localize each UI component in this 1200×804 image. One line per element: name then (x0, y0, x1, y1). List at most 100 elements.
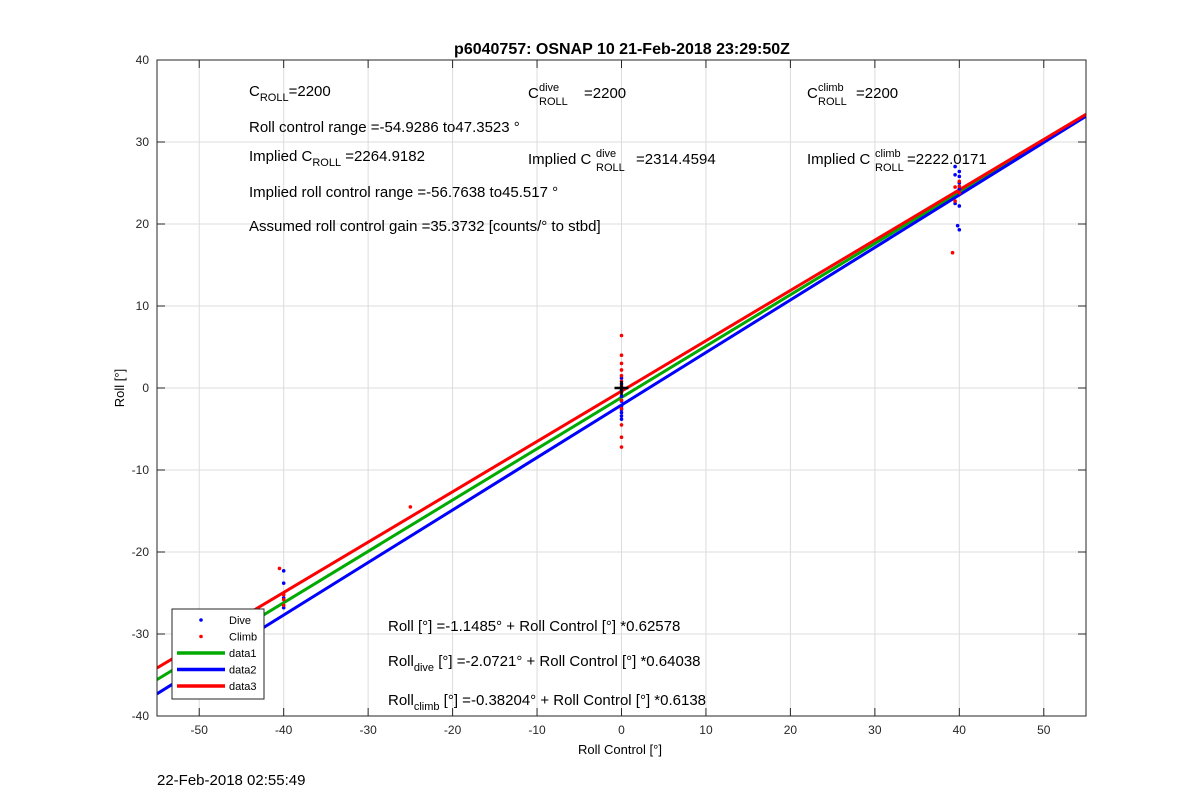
dive-point (619, 404, 624, 408)
x-axis-label: Roll Control [°] (578, 742, 662, 757)
x-tick-label: 0 (618, 723, 625, 737)
c-dive-annotation: C (528, 85, 539, 102)
x-tick-label: -50 (191, 723, 209, 737)
c-dive-sup: dive (539, 82, 559, 94)
y-tick-label: -20 (132, 545, 150, 559)
dive-point (957, 204, 962, 208)
dive-point (281, 569, 286, 573)
implied-c-climb-sub: ROLL (875, 162, 904, 174)
implied-c-climb-sup: climb (875, 148, 901, 160)
fit-equation-climb: Rollclimb [°] =-0.38204° + Roll Control … (388, 692, 706, 713)
y-tick-label: -30 (132, 627, 150, 641)
assumed-gain: Assumed roll control gain =35.3732 [coun… (249, 218, 601, 235)
implied-c-roll: Implied CROLL =2264.9182 (249, 148, 425, 169)
c-climb-val: =2200 (856, 85, 898, 102)
x-tick-label: -30 (359, 723, 377, 737)
y-tick-label: -40 (132, 709, 150, 723)
implied-c-climb-val: =2222.0171 (907, 151, 987, 168)
x-tick-label: 50 (1037, 723, 1051, 737)
climb-point (619, 333, 624, 338)
x-tick-label: 10 (699, 723, 713, 737)
dive-point (619, 417, 624, 421)
climb-point (957, 184, 962, 189)
x-tick-label: -20 (444, 723, 462, 737)
x-tick-label: 40 (953, 723, 967, 737)
legend-label-data3: data3 (229, 681, 257, 693)
climb-point (619, 435, 624, 440)
y-tick-label: 20 (136, 217, 150, 231)
climb-point (408, 505, 413, 509)
y-tick-label: 10 (136, 299, 150, 313)
implied-c-dive-sup: dive (596, 148, 616, 160)
annotations: CROLL=2200 C dive ROLL =2200 C climb ROL… (249, 82, 987, 713)
implied-c-dive-val: =2314.4594 (636, 151, 716, 168)
chart-title: p6040757: OSNAP 10 21-Feb-2018 23:29:50Z (454, 41, 790, 58)
climb-point (619, 423, 624, 427)
footer-timestamp: 22-Feb-2018 02:55:49 (157, 772, 306, 789)
dive-point (953, 201, 957, 206)
dive-point (957, 186, 962, 191)
x-tick-label: -40 (275, 723, 293, 737)
dive-point (957, 174, 962, 179)
legend-label-data2: data2 (229, 665, 257, 677)
legend-label-dive: Dive (229, 615, 251, 627)
dive-point (281, 605, 286, 610)
legend-swatch-climb (199, 634, 203, 639)
legend-label-climb: Climb (229, 632, 257, 644)
c-climb-sub: ROLL (818, 96, 847, 108)
dive-point (619, 394, 624, 399)
c-dive-sub: ROLL (539, 96, 568, 108)
climb-point (619, 361, 624, 366)
climb-point (619, 353, 624, 358)
x-tick-label: 30 (868, 723, 882, 737)
y-tick-label: -10 (132, 463, 150, 477)
climb-point (957, 191, 962, 195)
c-roll-annotation: CROLL=2200 (249, 83, 331, 104)
origin-marker (614, 381, 629, 395)
dive-point (619, 410, 624, 415)
implied-c-dive: Implied C (528, 151, 592, 168)
dive-point (953, 173, 957, 177)
climb-point (953, 185, 957, 189)
y-tick-label: 0 (142, 381, 149, 395)
climb-point (953, 199, 957, 203)
x-tick-label: -10 (528, 723, 546, 737)
x-tick-label: 20 (784, 723, 798, 737)
climb-point (957, 179, 962, 184)
climb-point (281, 592, 286, 597)
implied-c-dive-sub: ROLL (596, 162, 625, 174)
climb-point (281, 597, 286, 602)
y-tick-label: 40 (136, 53, 150, 67)
data-points (277, 164, 962, 610)
climb-point (277, 566, 282, 571)
dive-point (619, 414, 624, 418)
dive-point (281, 581, 286, 585)
fit-equation-all: Roll [°] =-1.1485° + Roll Control [°] *0… (388, 618, 680, 635)
climb-point (619, 373, 624, 378)
legend: Dive Climb data1 data2 data3 (171, 608, 265, 700)
implied-roll-control-range: Implied roll control range =-56.7638 to4… (249, 184, 558, 201)
y-tick-label: 30 (136, 135, 150, 149)
climb-point (619, 398, 624, 403)
dive-point (957, 169, 962, 174)
c-climb-sup: climb (818, 82, 844, 94)
dive-point (953, 164, 957, 169)
dive-point (619, 376, 624, 380)
implied-c-climb: Implied C (807, 151, 871, 168)
climb-point (619, 445, 624, 449)
legend-label-data1: data1 (229, 648, 257, 660)
roll-control-range: Roll control range =-54.9286 to47.3523 ° (249, 119, 520, 136)
climb-point (950, 250, 955, 255)
dive-point (957, 227, 962, 232)
climb-point (281, 603, 286, 608)
axis-ticks: -50 -40 -30 -20 -10 0 10 20 30 40 50 -40 -30 -20 -10 0 1… (132, 53, 1086, 737)
climb-point (619, 406, 624, 411)
y-axis-label: Roll [°] (112, 369, 127, 407)
c-climb-annotation: C (807, 85, 818, 102)
fit-equation-dive: Rolldive [°] =-2.0721° + Roll Control [°… (388, 653, 701, 674)
legend-swatch-dive (199, 618, 203, 622)
climb-point (619, 368, 624, 372)
c-dive-val: =2200 (584, 85, 626, 102)
dive-point (955, 223, 960, 228)
